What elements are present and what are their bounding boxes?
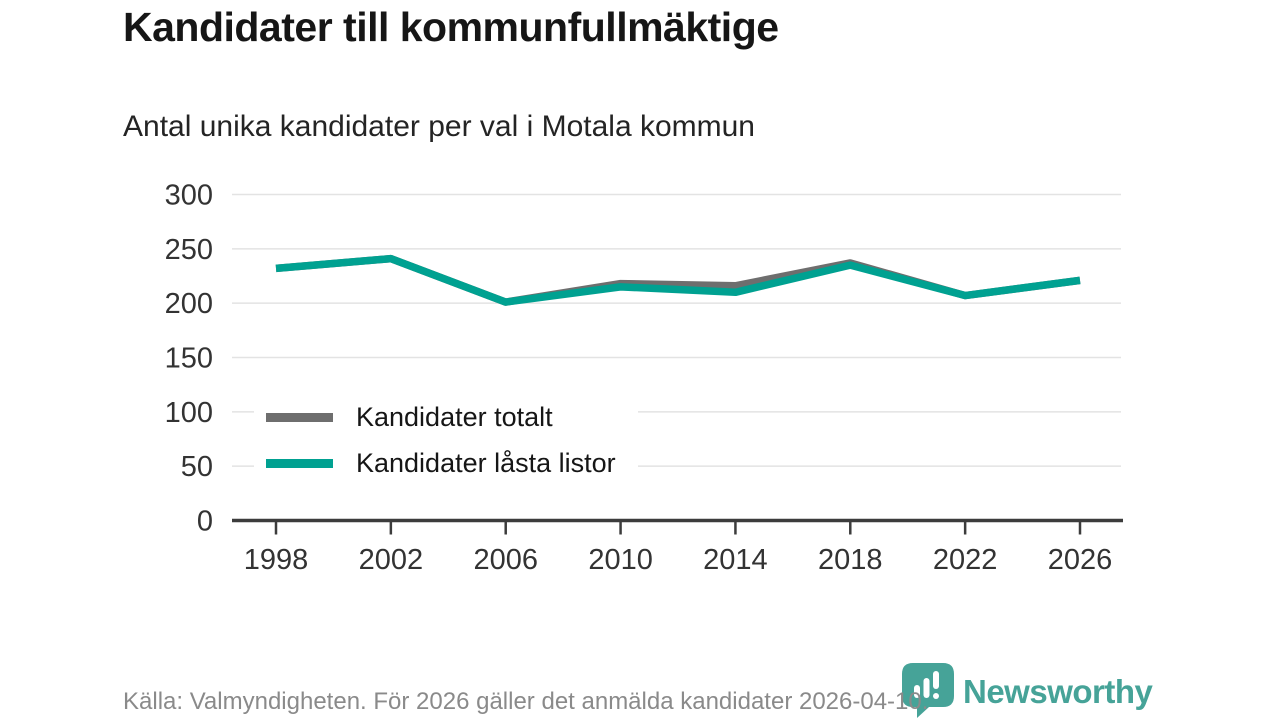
chart-subtitle: Antal unika kandidater per val i Motala … <box>123 110 755 143</box>
logo-exclamation-dot <box>933 693 939 699</box>
svg-text:100: 100 <box>165 397 213 429</box>
legend-swatch-total <box>266 413 333 422</box>
svg-text:2014: 2014 <box>703 544 768 576</box>
legend-label-total: Kandidater totalt <box>356 402 553 432</box>
svg-text:300: 300 <box>165 180 213 212</box>
svg-text:150: 150 <box>165 343 213 375</box>
chart-legend: Kandidater totalt Kandidater låsta listo… <box>254 397 638 486</box>
svg-text:2006: 2006 <box>473 544 538 576</box>
legend-item-total: Kandidater totalt <box>266 402 616 432</box>
svg-text:50: 50 <box>181 451 213 483</box>
svg-text:2010: 2010 <box>588 544 653 576</box>
svg-text:2002: 2002 <box>359 544 424 576</box>
svg-text:250: 250 <box>165 234 213 266</box>
logo-bar-1 <box>914 685 920 698</box>
source-note: Källa: Valmyndigheten. För 2026 gäller d… <box>123 688 929 715</box>
legend-label-locked-lists: Kandidater låsta listor <box>356 448 616 478</box>
logo-exclamation-bar <box>933 671 939 689</box>
chart-title: Kandidater till kommunfullmäktige <box>123 4 779 50</box>
newsworthy-brand: Newsworthy <box>902 663 1153 718</box>
newsworthy-logo-icon <box>902 663 954 718</box>
brand-name: Newsworthy <box>963 673 1153 710</box>
svg-text:2022: 2022 <box>933 544 998 576</box>
svg-text:2026: 2026 <box>1048 544 1113 576</box>
svg-text:200: 200 <box>165 288 213 320</box>
svg-text:1998: 1998 <box>244 544 309 576</box>
legend-item-locked-lists: Kandidater låsta listor <box>266 448 616 478</box>
svg-text:0: 0 <box>197 506 213 538</box>
logo-bar-2 <box>923 678 930 698</box>
svg-text:2018: 2018 <box>818 544 883 576</box>
legend-swatch-locked-lists <box>266 459 333 468</box>
